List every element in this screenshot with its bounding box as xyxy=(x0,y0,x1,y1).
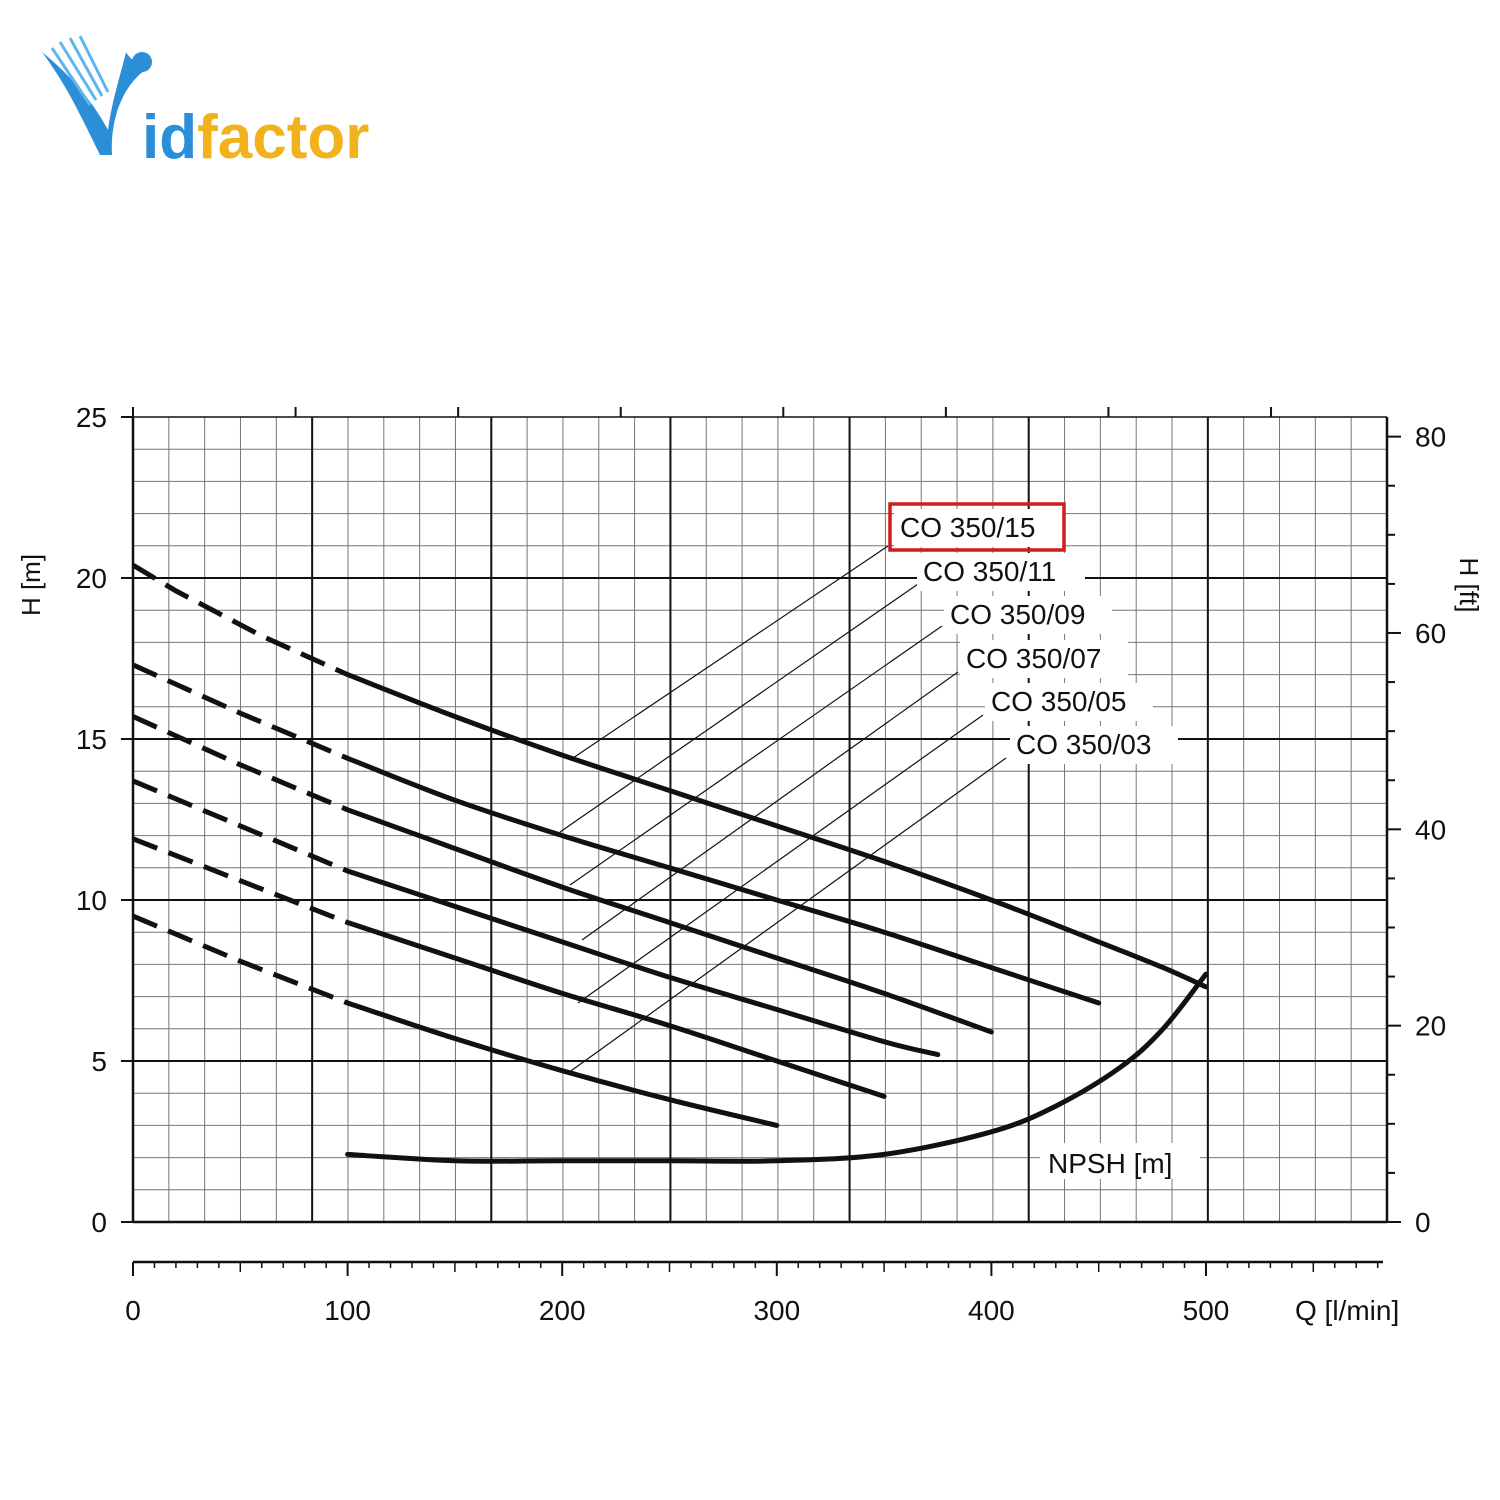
x-tick-label: 200 xyxy=(539,1295,586,1326)
series-dashed-35009 xyxy=(131,714,349,813)
series-line-35007 xyxy=(345,868,941,1058)
y2-axis-title: H [ft] xyxy=(1454,558,1484,613)
chart-labels: CO 350/15 CO 350/11 CO 350/09 CO 350/07 CO 3… xyxy=(888,502,1200,1179)
leader-line xyxy=(569,625,943,886)
y2-tick-label: 80 xyxy=(1415,422,1446,453)
series-label-bg xyxy=(894,509,1062,547)
series-line-35011 xyxy=(345,755,1102,1006)
leader-line xyxy=(567,757,1007,1074)
y2-tick-label: 0 xyxy=(1415,1207,1431,1238)
series-label-bg xyxy=(917,553,1085,591)
x-tick-label: 500 xyxy=(1183,1295,1230,1326)
vidfactor-logo: idfactor xyxy=(42,35,369,172)
series-label: CO 350/11 xyxy=(923,556,1056,587)
series-line-35015 xyxy=(345,672,1209,990)
series-label-bg xyxy=(985,683,1153,721)
series-label: CO 350/03 xyxy=(1016,729,1151,760)
series-dashed-35005 xyxy=(132,836,349,925)
series-label-bg xyxy=(960,640,1128,678)
chart-series xyxy=(131,562,1209,1164)
series-dashed-35003 xyxy=(132,913,349,1006)
x-tick-label: 100 xyxy=(324,1295,371,1326)
y2-tick-label: 20 xyxy=(1415,1011,1446,1042)
x-tick-label: 400 xyxy=(968,1295,1015,1326)
npsh-label-bg xyxy=(1040,1143,1200,1179)
logo-text: idfactor xyxy=(142,103,369,172)
y-axis-title: H [m] xyxy=(16,554,46,616)
logo-bird-icon xyxy=(42,35,152,155)
y-tick-label: 20 xyxy=(76,563,107,594)
series-dashed-35011 xyxy=(131,662,349,761)
y-tick-label: 5 xyxy=(91,1046,107,1077)
y-tick-label: 15 xyxy=(76,724,107,755)
series-line-35005 xyxy=(345,920,887,1099)
label-leader-lines xyxy=(559,545,1007,1074)
x-tick-label: 0 xyxy=(125,1295,141,1326)
series-label-bg xyxy=(1010,726,1178,764)
series-label: CO 350/07 xyxy=(966,643,1101,674)
series-label-bg xyxy=(944,596,1112,634)
x-axis-title: Q [l/min] xyxy=(1295,1295,1399,1326)
series-line-35009 xyxy=(345,807,994,1035)
series-dashed-35007 xyxy=(132,778,349,874)
leader-line xyxy=(559,583,919,833)
series-label: CO 350/05 xyxy=(991,686,1126,717)
leader-line xyxy=(569,545,889,761)
leader-line xyxy=(581,671,959,941)
y-tick-label: 25 xyxy=(76,402,107,433)
y-tick-label: 0 xyxy=(91,1207,107,1238)
grid-major xyxy=(133,417,1387,1222)
logo-text-id: id xyxy=(142,103,197,172)
highlight-box xyxy=(888,502,1066,552)
npsh-label: NPSH [m] xyxy=(1048,1148,1172,1179)
npsh-curve xyxy=(345,971,1209,1164)
chart-axes xyxy=(131,416,1389,1264)
series-label: CO 350/09 xyxy=(950,599,1085,630)
y-tick-label: 10 xyxy=(76,885,107,916)
y2-tick-label: 40 xyxy=(1415,814,1446,845)
leader-line xyxy=(577,714,984,1004)
series-dashed-35015 xyxy=(131,562,349,677)
series-line-35003 xyxy=(345,1000,780,1128)
series-label: CO 350/15 xyxy=(900,512,1035,543)
x-tick-label: 300 xyxy=(753,1295,800,1326)
logo-text-factor: factor xyxy=(197,103,369,172)
chart-ticks: 0 5 10 15 20 25 0 20 40 60 80 0 100 200 300 400 500 xyxy=(76,402,1446,1326)
y2-tick-label: 60 xyxy=(1415,618,1446,649)
